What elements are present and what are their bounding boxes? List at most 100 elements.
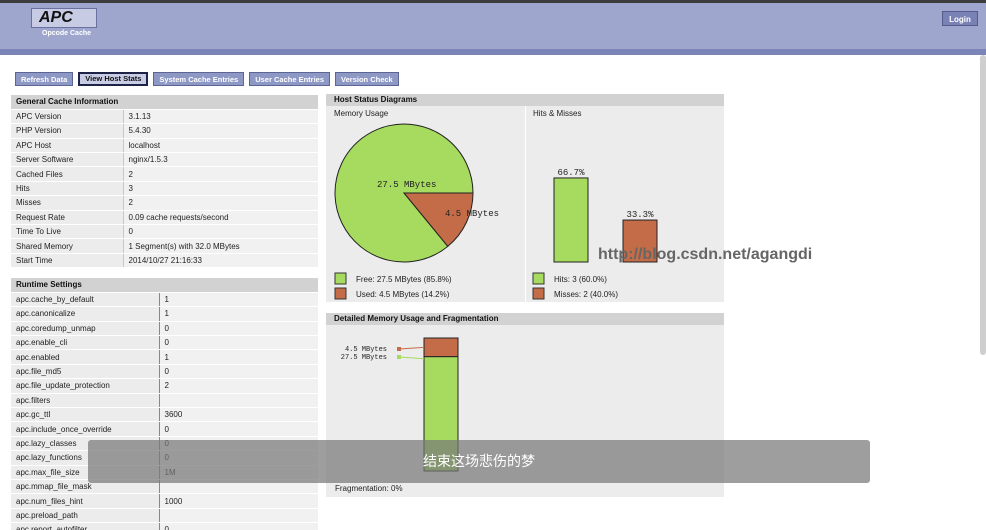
- general-info-value: 0: [123, 224, 318, 240]
- runtime-setting-value: 3600: [159, 407, 318, 423]
- general-info-row: Hits 3: [11, 181, 318, 197]
- refresh-data-button[interactable]: Refresh Data: [15, 72, 74, 86]
- general-info-value: nginx/1.5.3: [123, 152, 318, 168]
- login-button[interactable]: Login: [942, 11, 978, 26]
- version-check-button[interactable]: Version Check: [335, 72, 399, 86]
- memory-usage-pie-chart: 27.5 MBytes 4.5 MBytes Free: 27.5 MBytes (…: [334, 123, 499, 300]
- fragment-label: 27.5 MBytes: [341, 354, 387, 362]
- runtime-setting-row: apc.num_files_hint 1000: [11, 493, 318, 509]
- runtime-setting-key: apc.enabled: [11, 349, 160, 365]
- general-info-key: PHP Version: [11, 123, 124, 139]
- hits-misses-bar-chart: 66.7% 33.3% Hits: 3 (60.0%) Misses: 2 (40.0…: [532, 168, 658, 300]
- pie-slice-free: [334, 123, 474, 263]
- runtime-setting-key: apc.report_autofilter: [11, 522, 160, 530]
- general-info-row: PHP Version 5.4.30: [11, 123, 318, 139]
- general-info-key: Misses: [11, 195, 124, 211]
- runtime-setting-value: [159, 479, 318, 495]
- runtime-setting-key: apc.canonicalize: [11, 306, 160, 322]
- runtime-setting-row: apc.enable_cli 0: [11, 335, 318, 351]
- runtime-setting-key: apc.filters: [11, 393, 160, 409]
- memory-usage-title: Memory Usage: [334, 109, 389, 118]
- fragmentation-label: Fragmentation: 0%: [335, 484, 403, 493]
- panel-divider: [525, 106, 526, 302]
- general-cache-info-table: General Cache Information APC Version 3.1…: [11, 95, 318, 269]
- runtime-setting-value: 0: [159, 364, 318, 380]
- runtime-setting-row: apc.file_update_protection 2: [11, 378, 318, 394]
- general-info-row: Cached Files 2: [11, 166, 318, 182]
- bar-legend-swatch: [532, 272, 545, 285]
- runtime-setting-value: [159, 393, 318, 409]
- general-info-row: Time To Live 0: [11, 224, 318, 240]
- bar-legend-swatch: [532, 287, 545, 300]
- runtime-setting-key: apc.mmap_file_mask: [11, 479, 160, 495]
- pie-label-used: 4.5 MBytes: [445, 209, 499, 219]
- general-info-key: APC Host: [11, 138, 124, 154]
- runtime-setting-key: apc.file_md5: [11, 364, 160, 380]
- pie-legend-label: Used: 4.5 MBytes (14.2%): [356, 290, 450, 299]
- runtime-settings-table: Runtime Settings apc.cache_by_default 1 ap…: [11, 278, 318, 530]
- bar-data-label: 66.7%: [557, 168, 585, 178]
- video-caption-text: 结束这场悲伤的梦: [423, 453, 535, 469]
- user-cache-entries-button[interactable]: User Cache Entries: [249, 72, 331, 86]
- runtime-setting-row: apc.preload_path: [11, 508, 318, 524]
- vertical-scrollbar[interactable]: [980, 55, 986, 355]
- view-host-stats-button[interactable]: View Host Stats: [78, 72, 149, 86]
- host-status-title: Host Status Diagrams: [326, 94, 724, 106]
- runtime-setting-row: apc.filters: [11, 393, 318, 409]
- general-info-key: Cached Files: [11, 166, 124, 182]
- bar-hits: [553, 177, 589, 263]
- main-menu: Refresh Data View Host Stats System Cach…: [15, 72, 399, 86]
- general-info-key: Start Time: [11, 253, 124, 269]
- header-bar: [0, 3, 986, 49]
- header-divider: [0, 49, 986, 55]
- logo-title: APC: [39, 9, 73, 26]
- general-info-key: Hits: [11, 181, 124, 197]
- general-info-row: Shared Memory 1 Segment(s) with 32.0 MByt…: [11, 238, 318, 254]
- general-info-key: Request Rate: [11, 210, 124, 226]
- general-info-row: Request Rate 0.09 cache requests/second: [11, 210, 318, 226]
- pie-legend-swatch: [334, 287, 347, 300]
- runtime-setting-value: 2: [159, 378, 318, 394]
- system-cache-entries-button[interactable]: System Cache Entries: [153, 72, 245, 86]
- logo-subtitle: Opcode Cache: [42, 30, 92, 37]
- runtime-setting-value: 1000: [159, 493, 318, 509]
- runtime-setting-key: apc.num_files_hint: [11, 493, 160, 509]
- runtime-setting-row: apc.mmap_file_mask: [11, 479, 318, 495]
- watermark-url: http://blog.csdn.net/agangdi: [598, 246, 813, 263]
- runtime-setting-row: apc.coredump_unmap 0: [11, 321, 318, 337]
- runtime-setting-row: apc.report_autofilter 0: [11, 522, 318, 530]
- general-info-row: APC Version 3.1.13: [11, 109, 318, 125]
- pie-legend-label: Free: 27.5 MBytes (85.8%): [356, 275, 452, 284]
- fragment-leader-line: [398, 346, 425, 350]
- runtime-setting-row: apc.include_once_override 0: [11, 421, 318, 437]
- general-info-value: 2014/10/27 21:16:33: [123, 253, 318, 269]
- pie-legend-swatch: [334, 272, 347, 285]
- runtime-setting-value: 0: [159, 335, 318, 351]
- pie-label-free: 27.5 MBytes: [377, 180, 436, 190]
- fragment-marker: [397, 347, 401, 351]
- fragment-label: 4.5 MBytes: [345, 346, 387, 354]
- fragment-marker: [397, 355, 401, 359]
- runtime-setting-value: 0: [159, 522, 318, 530]
- general-info-row: APC Host localhost: [11, 138, 318, 154]
- video-caption-overlay: 结束这场悲伤的梦: [88, 440, 870, 483]
- runtime-setting-key: apc.coredump_unmap: [11, 321, 160, 337]
- runtime-setting-row: apc.file_md5 0: [11, 364, 318, 380]
- general-info-value: 5.4.30: [123, 123, 318, 139]
- runtime-setting-value: [159, 508, 318, 524]
- general-info-row: Start Time 2014/10/27 21:16:33: [11, 253, 318, 269]
- general-info-key: Time To Live: [11, 224, 124, 240]
- general-info-key: Shared Memory: [11, 238, 124, 254]
- general-info-value: localhost: [123, 138, 318, 154]
- runtime-setting-key: apc.cache_by_default: [11, 292, 160, 308]
- runtime-setting-row: apc.enabled 1: [11, 349, 318, 365]
- general-info-row: Misses 2: [11, 195, 318, 211]
- general-info-key: Server Software: [11, 152, 124, 168]
- runtime-setting-value: 1: [159, 349, 318, 365]
- runtime-setting-value: 0: [159, 321, 318, 337]
- top-border: [0, 0, 986, 3]
- runtime-setting-key: apc.enable_cli: [11, 335, 160, 351]
- general-info-value: 1 Segment(s) with 32.0 MBytes: [123, 238, 318, 254]
- general-info-value: 2: [123, 166, 318, 182]
- bar-legend-label: Misses: 2 (40.0%): [554, 290, 618, 299]
